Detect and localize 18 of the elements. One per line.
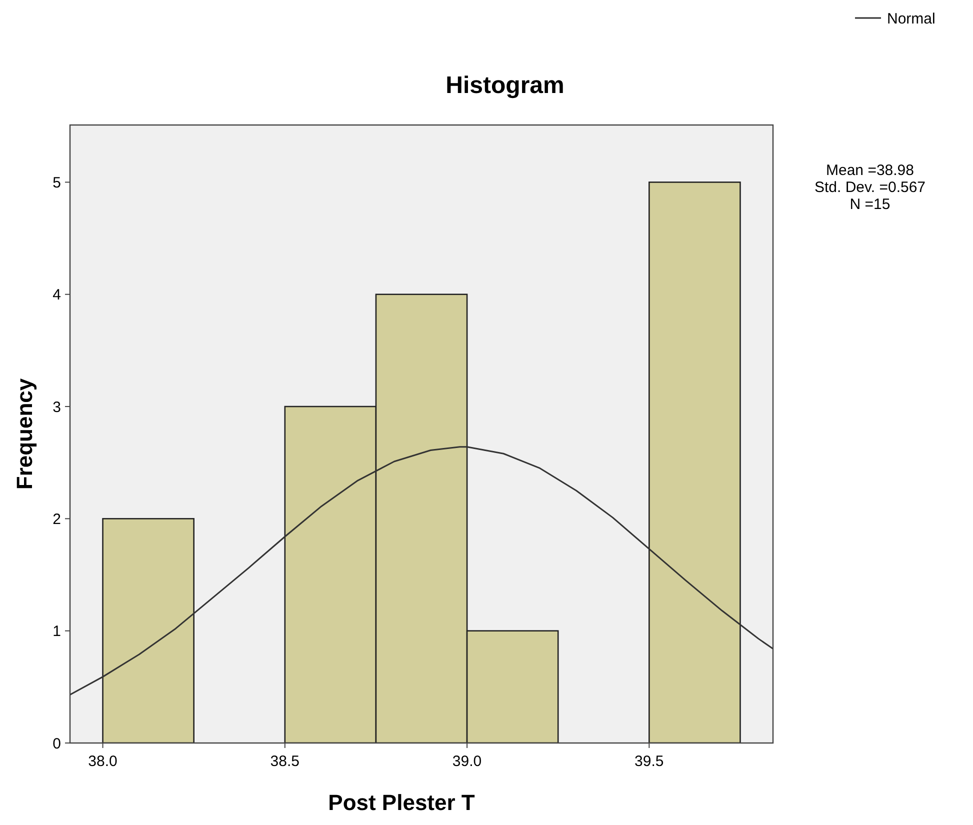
y-tick-label: 3 [52,398,61,416]
y-axis-title: Frequency [12,378,37,490]
x-tick-label: 39.5 [634,753,664,770]
text: Mean =38.98 [826,162,914,179]
x-tick-label: 38.0 [88,753,118,770]
x-axis-title: Post Plester T [328,790,476,815]
x-tick-label: 39.0 [452,753,482,770]
legend-label: Normal [887,10,936,28]
x-tick-label: 38.5 [270,753,300,770]
y-tick-label: 4 [52,286,61,304]
y-tick-label: 0 [52,735,61,752]
y-tick-label: 2 [52,510,61,528]
chart-title: Histogram [446,72,564,99]
text: Std. Dev. =0.567 [814,179,926,196]
line-series [70,446,773,696]
y-tick-label: 5 [52,174,61,192]
text: N =15 [850,196,890,213]
y-tick-label: 1 [52,623,61,640]
